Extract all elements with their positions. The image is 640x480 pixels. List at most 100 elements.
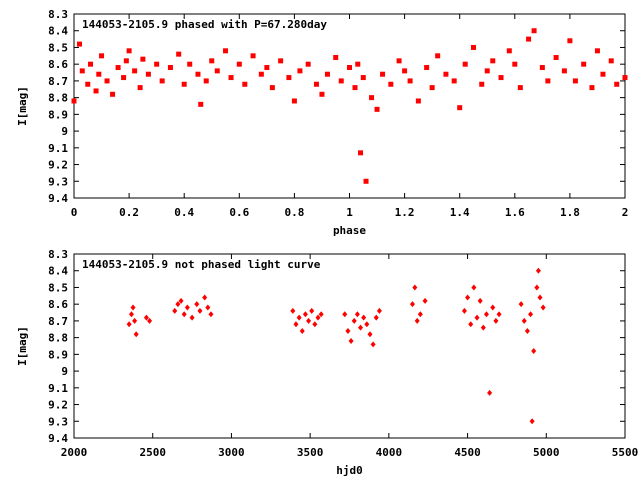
data-point xyxy=(470,44,476,50)
data-point xyxy=(172,307,178,314)
data-point xyxy=(147,317,153,324)
data-point xyxy=(417,311,423,318)
data-point xyxy=(409,301,415,308)
data-point xyxy=(223,48,229,54)
y-tick-label: 8.3 xyxy=(48,248,68,261)
data-point xyxy=(345,327,351,334)
data-point xyxy=(195,71,201,77)
data-point xyxy=(338,78,344,84)
data-point xyxy=(424,65,430,71)
x-tick-label: 1.8 xyxy=(560,206,580,219)
data-point xyxy=(309,307,315,314)
data-point xyxy=(531,28,537,34)
data-point xyxy=(293,321,299,328)
data-point xyxy=(355,61,361,67)
data-point xyxy=(369,95,375,101)
data-point xyxy=(143,314,149,321)
data-point xyxy=(594,48,600,54)
data-point xyxy=(490,304,496,311)
data-point xyxy=(175,301,181,308)
x-tick-label: 0.2 xyxy=(119,206,139,219)
data-point xyxy=(572,78,578,84)
data-point xyxy=(363,178,369,184)
data-point xyxy=(600,71,606,77)
unphased-y-axis: 8.3 8.4 8.5 8.6 8.7 8.8 8.9 9 9.1 9.2 9.3 9.4 xyxy=(48,248,625,445)
y-tick-label: 8.6 xyxy=(48,58,68,71)
data-point xyxy=(358,324,364,331)
data-point xyxy=(484,68,490,74)
data-point xyxy=(407,78,413,84)
y-tick-label: 9.4 xyxy=(48,432,68,445)
data-point xyxy=(197,307,203,314)
data-point xyxy=(561,68,567,74)
x-tick-label: 1 xyxy=(346,206,353,219)
data-point xyxy=(354,311,360,318)
x-tick-label: 0 xyxy=(71,206,78,219)
data-point xyxy=(264,65,270,71)
data-point xyxy=(203,78,209,84)
data-point xyxy=(126,321,132,328)
data-point xyxy=(493,317,499,324)
data-point xyxy=(539,65,545,71)
data-point xyxy=(187,61,193,67)
unphased-chart-title: 144053-2105.9 not phased light curve xyxy=(82,258,321,271)
data-point xyxy=(480,324,486,331)
phased-y-axis-label: I[mag] xyxy=(16,86,29,126)
y-tick-label: 8.5 xyxy=(48,281,68,294)
data-point xyxy=(93,88,99,94)
data-point xyxy=(269,85,275,91)
data-point xyxy=(104,78,110,84)
x-tick-label: 4500 xyxy=(454,446,481,459)
data-point xyxy=(302,311,308,318)
phased-y-axis: 8.3 8.4 8.5 8.6 8.7 8.8 8.9 9 9.1 9.2 9.3 9.4 xyxy=(48,8,625,205)
x-tick-label: 4000 xyxy=(376,446,403,459)
x-tick-label: 2000 xyxy=(61,446,88,459)
data-point xyxy=(189,314,195,321)
data-point xyxy=(608,58,614,64)
data-point xyxy=(457,105,463,111)
data-point xyxy=(77,41,83,47)
data-point xyxy=(351,317,357,324)
data-point xyxy=(498,75,504,81)
data-point xyxy=(132,68,138,74)
data-point xyxy=(315,314,321,321)
data-point xyxy=(468,321,474,328)
phased-data-points xyxy=(71,28,628,184)
data-point xyxy=(236,61,242,67)
data-point xyxy=(250,53,256,59)
data-point xyxy=(333,54,339,60)
data-point xyxy=(402,68,408,74)
data-point xyxy=(622,75,628,81)
y-tick-label: 9 xyxy=(61,125,68,138)
data-point xyxy=(126,48,132,54)
data-point xyxy=(360,75,366,81)
data-point xyxy=(178,297,184,304)
data-point xyxy=(477,297,483,304)
data-point xyxy=(296,314,302,321)
unphased-light-curve-panel: 8.38.48.58.68.78.88.999.19.29.39.4 2000 2… xyxy=(16,248,638,477)
data-point xyxy=(318,311,324,318)
data-point xyxy=(342,311,348,318)
phased-light-curve-panel: 8.38.48.58.68.78.88.999.19.29.39.4 0 0.2 0… xyxy=(16,8,628,237)
y-tick-label: 8.4 xyxy=(48,25,68,38)
data-point xyxy=(465,294,471,301)
data-point xyxy=(415,98,421,104)
data-point xyxy=(517,85,523,91)
y-tick-label: 8.7 xyxy=(48,315,68,328)
data-point xyxy=(524,327,530,334)
unphased-y-axis-label: I[mag] xyxy=(16,326,29,366)
data-point xyxy=(176,51,182,57)
data-point xyxy=(483,311,489,318)
data-point xyxy=(364,321,370,328)
data-point xyxy=(290,307,296,314)
data-point xyxy=(194,301,200,308)
x-tick-label: 1.4 xyxy=(450,206,470,219)
data-point xyxy=(373,314,379,321)
data-point xyxy=(435,53,441,59)
y-tick-label: 8.9 xyxy=(48,108,68,121)
y-tick-label: 8.7 xyxy=(48,75,68,88)
data-point xyxy=(529,418,535,425)
y-tick-label: 8.8 xyxy=(48,332,68,345)
